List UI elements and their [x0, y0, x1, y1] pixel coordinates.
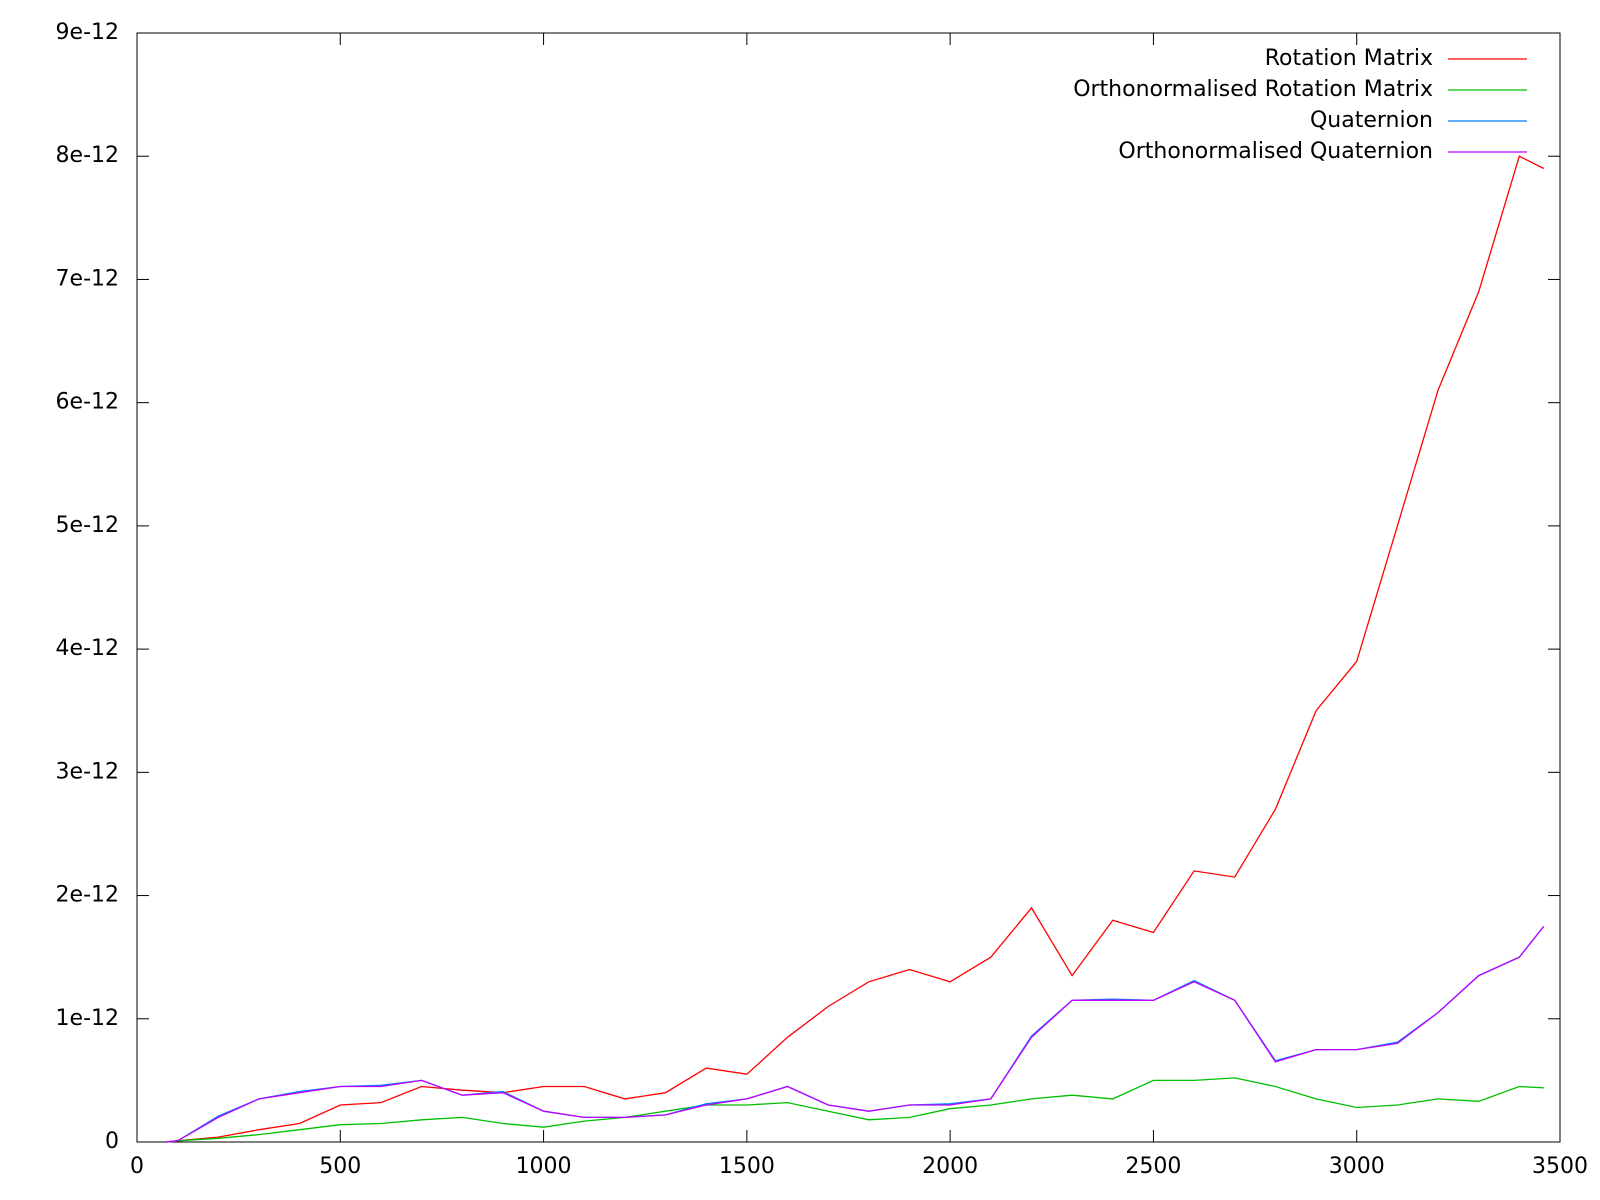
x-tick-label: 1000 — [516, 1154, 572, 1179]
x-tick-label: 0 — [130, 1154, 144, 1179]
x-tick-label: 3500 — [1532, 1154, 1588, 1179]
legend-label: Quaternion — [1310, 108, 1433, 133]
series-line — [165, 1077, 1544, 1143]
y-tick-label: 0 — [105, 1129, 119, 1154]
x-tick-label: 500 — [319, 1154, 361, 1179]
plot-frame — [136, 32, 1561, 1143]
legend-label: Rotation Matrix — [1265, 46, 1433, 71]
legend-label: Orthonormalised Rotation Matrix — [1073, 77, 1433, 102]
x-tick-label: 1500 — [719, 1154, 775, 1179]
x-tick-label: 2000 — [922, 1154, 978, 1179]
y-tick-label: 7e-12 — [56, 266, 119, 291]
y-tick-label: 3e-12 — [56, 759, 119, 784]
legend-label: Orthonormalised Quaternion — [1118, 139, 1433, 164]
y-tick-label: 5e-12 — [56, 513, 119, 538]
y-tick-label: 6e-12 — [56, 390, 119, 415]
y-tick-label: 9e-12 — [56, 20, 119, 45]
series-line — [165, 155, 1544, 1143]
y-tick-label: 4e-12 — [56, 636, 119, 661]
x-tick-label: 3000 — [1329, 1154, 1385, 1179]
series-line — [165, 925, 1545, 1143]
y-tick-label: 1e-12 — [56, 1006, 119, 1031]
x-tick-label: 2500 — [1125, 1154, 1181, 1179]
y-tick-label: 8e-12 — [56, 143, 119, 168]
y-tick-label: 2e-12 — [56, 883, 119, 908]
